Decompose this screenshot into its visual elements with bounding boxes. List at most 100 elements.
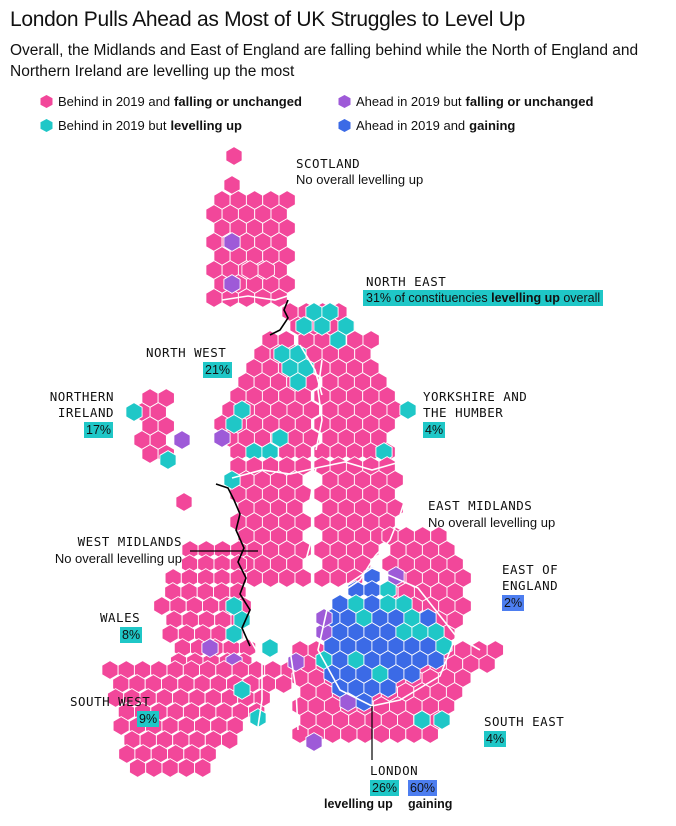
south-west-hex — [177, 758, 196, 778]
legend-label-bold: falling or unchanged — [174, 94, 302, 109]
scotland-hex — [237, 288, 256, 308]
border-east-southeast — [455, 635, 481, 651]
constituency-hex — [305, 732, 323, 752]
constituency-hex — [329, 330, 347, 350]
north-east-note-prefix: 31% of constituencies — [366, 291, 488, 305]
constituency-hex — [271, 428, 289, 448]
legend-item-behind-levelling: Behind in 2019 but levelling up — [40, 118, 242, 133]
badge-wales: 8% — [120, 627, 143, 643]
badge-yorkshire: 4% — [423, 422, 446, 438]
constituency-hex — [225, 624, 243, 644]
legend-label-bold: gaining — [469, 118, 516, 133]
label-south-west: SOUTH WEST — [70, 694, 151, 709]
legend-label: Behind in 2019 but — [58, 118, 167, 133]
badge-south-east: 4% — [484, 731, 507, 747]
scotland-hex — [241, 260, 259, 280]
scotland-hex — [223, 232, 241, 252]
border-southwest-southeast — [289, 649, 299, 731]
legend-item-behind-falling: Behind in 2019 and falling or unchanged — [40, 94, 302, 109]
border-northwest-northeast — [299, 344, 323, 396]
constituency-hex — [175, 492, 193, 512]
legend-label-bold: falling or unchanged — [465, 94, 594, 109]
border-west-east-midlands — [305, 467, 317, 561]
constituency-hex — [399, 400, 417, 420]
west-midlands-hex — [294, 568, 312, 588]
constituency-hex — [213, 428, 231, 448]
label-northern-ireland-2: IRELAND — [57, 405, 114, 420]
badge-south-west: 9% — [137, 711, 160, 727]
badge-north-west: 21% — [203, 362, 233, 378]
constituency-hex — [225, 414, 243, 434]
london-hex — [339, 692, 357, 712]
west-midlands-hex — [261, 568, 280, 588]
constituency-hexes — [101, 146, 504, 778]
label-west-midlands: WEST MIDLANDS — [77, 534, 182, 549]
label-yorkshire-2: THE HUMBER — [423, 405, 504, 420]
london-hex — [315, 608, 333, 628]
border-northwest-midlands — [231, 467, 317, 479]
label-wales: WALES — [100, 610, 141, 625]
border-scotland-england — [221, 291, 353, 303]
west-midlands-hex — [278, 568, 296, 588]
east-midlands-hex — [329, 568, 347, 588]
constituency-hex — [173, 430, 191, 450]
badge-london-gaining: 60% — [408, 780, 438, 796]
label-east-midlands: EAST MIDLANDS — [428, 498, 533, 513]
note-scotland: No overall levelling up — [296, 172, 424, 187]
note-east-midlands: No overall levelling up — [428, 515, 556, 530]
wales-hex — [153, 596, 171, 616]
legend-label: Ahead in 2019 and — [356, 118, 466, 133]
label-yorkshire-1: YORKSHIRE AND — [423, 389, 528, 404]
pink-hex-icon — [40, 95, 53, 108]
london-hex — [379, 678, 397, 698]
constituency-hex — [413, 710, 431, 730]
legend-item-ahead-falling: Ahead in 2019 but falling or unchanged — [338, 94, 593, 109]
label-northern-ireland-1: NORTHERN — [49, 389, 114, 404]
constituency-hex — [433, 710, 451, 730]
legend-label: Behind in 2019 and — [58, 94, 171, 109]
note-west-midlands: No overall levelling up — [54, 551, 182, 566]
london-hex — [427, 650, 445, 670]
teal-hex-icon — [40, 119, 53, 132]
south-east-hex — [389, 724, 407, 744]
region-borders — [221, 291, 481, 741]
badge-northern-ireland: 17% — [84, 422, 114, 438]
south-east-hex — [478, 654, 496, 674]
badge-london-levelling: 26% — [370, 780, 400, 796]
label-south-east: SOUTH EAST — [484, 714, 565, 729]
label-north-east: NORTH EAST — [366, 274, 447, 289]
chart-title: London Pulls Ahead as Most of UK Struggl… — [10, 8, 525, 31]
legend-label: Ahead in 2019 but — [356, 94, 462, 109]
south-west-hex — [112, 716, 130, 736]
scotland-hex — [225, 146, 243, 166]
label-east-of-england-2: ENGLAND — [502, 578, 559, 593]
constituency-hex — [289, 372, 307, 392]
constituency-hex — [125, 402, 143, 422]
south-west-hex — [118, 744, 136, 764]
caption-london-levelling: levelling up — [324, 797, 393, 811]
label-east-of-england-1: EAST OF — [502, 562, 559, 577]
constituency-hex — [321, 302, 339, 322]
badge-north-east: 31% of constituencies levelling up overa… — [363, 290, 604, 306]
purple-hex-icon — [338, 95, 351, 108]
scotland-england-outline — [269, 299, 289, 336]
north-east-note-suffix: overall — [563, 291, 601, 305]
south-east-hex — [340, 724, 358, 744]
west-midlands-hex — [245, 568, 263, 588]
label-north-west: NORTH WEST — [146, 345, 227, 360]
legend-item-ahead-gaining: Ahead in 2019 and gaining — [338, 118, 515, 133]
scotland-hex — [205, 288, 223, 308]
constituency-hex — [295, 316, 313, 336]
caption-london-gaining: gaining — [408, 797, 453, 811]
border-yorkshire-eastmidlands — [315, 461, 411, 485]
border-northwest-yorkshire — [315, 359, 323, 451]
wales-outline — [215, 483, 251, 647]
chart-subtitle: Overall, the Midlands and East of Englan… — [10, 42, 639, 80]
south-west-hex — [221, 730, 239, 750]
constituency-hex — [261, 638, 279, 658]
east-midlands-hex — [313, 568, 331, 588]
south-west-hex — [129, 758, 147, 778]
legend-label-bold: levelling up — [170, 118, 242, 133]
wales-hex — [161, 624, 179, 644]
